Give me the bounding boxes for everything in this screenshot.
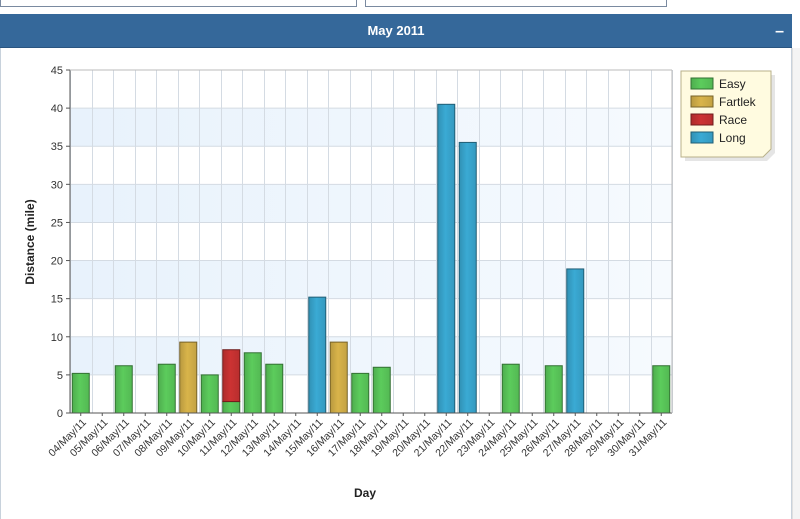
bar-easy-17/May/11[interactable]	[351, 372, 370, 414]
bar-easy-12/May/11[interactable]	[243, 352, 262, 414]
legend-swatch-fartlek	[690, 95, 714, 108]
filter-field-left[interactable]	[0, 0, 357, 7]
bar-long-15/May/11[interactable]	[308, 296, 327, 414]
bar-easy-26/May/11[interactable]	[544, 365, 563, 414]
bar-easy-10/May/11[interactable]	[200, 374, 219, 414]
bar-easy-24/May/11[interactable]	[501, 363, 520, 414]
panel-title: May 2011	[367, 23, 425, 38]
bar-easy-31/May/11[interactable]	[652, 365, 671, 414]
bar-fartlek-16/May/11[interactable]	[329, 341, 348, 414]
y-tick-label: 45	[51, 65, 63, 77]
bar-long-21/May/11[interactable]	[437, 103, 456, 414]
legend-swatch-race	[690, 113, 714, 126]
bar-easy-11/May/11[interactable]	[222, 401, 241, 414]
bar-easy-04/May/11[interactable]	[71, 372, 90, 414]
y-tick-label: 10	[51, 332, 63, 344]
collapse-button[interactable]: –	[775, 23, 784, 40]
scrollbar[interactable]	[792, 48, 800, 519]
legend-label-race: Race	[719, 113, 747, 127]
legend-label-long: Long	[719, 131, 746, 145]
bar-easy-06/May/11[interactable]	[114, 365, 133, 414]
legend-label-easy: Easy	[719, 77, 746, 91]
y-tick-label: 25	[51, 217, 63, 229]
bar-easy-18/May/11[interactable]	[372, 366, 391, 414]
filter-field-right[interactable]	[365, 0, 667, 7]
bar-long-27/May/11[interactable]	[566, 268, 585, 414]
bar-easy-13/May/11[interactable]	[265, 363, 284, 414]
chart-legend: Easy Fartlek Race Long	[680, 70, 775, 161]
legend-swatch-easy	[690, 77, 714, 90]
y-tick-label: 0	[57, 408, 63, 420]
legend-swatch-long	[690, 131, 714, 144]
y-tick-label: 30	[51, 179, 63, 191]
y-tick-label: 15	[51, 294, 63, 306]
bar-long-22/May/11[interactable]	[458, 141, 477, 414]
y-tick-label: 35	[51, 141, 63, 153]
y-axis-label: Distance (mile)	[23, 199, 37, 284]
legend-label-fartlek: Fartlek	[719, 95, 757, 109]
bar-fartlek-09/May/11[interactable]	[179, 341, 198, 414]
y-tick-label: 5	[57, 370, 63, 382]
panel-header: May 2011 –	[0, 14, 792, 48]
x-axis-label: Day	[354, 486, 376, 500]
y-tick-label: 40	[51, 103, 63, 115]
bar-race-11/May/11[interactable]	[222, 349, 241, 403]
bar-easy-08/May/11[interactable]	[157, 363, 176, 414]
y-tick-label: 20	[51, 256, 63, 268]
